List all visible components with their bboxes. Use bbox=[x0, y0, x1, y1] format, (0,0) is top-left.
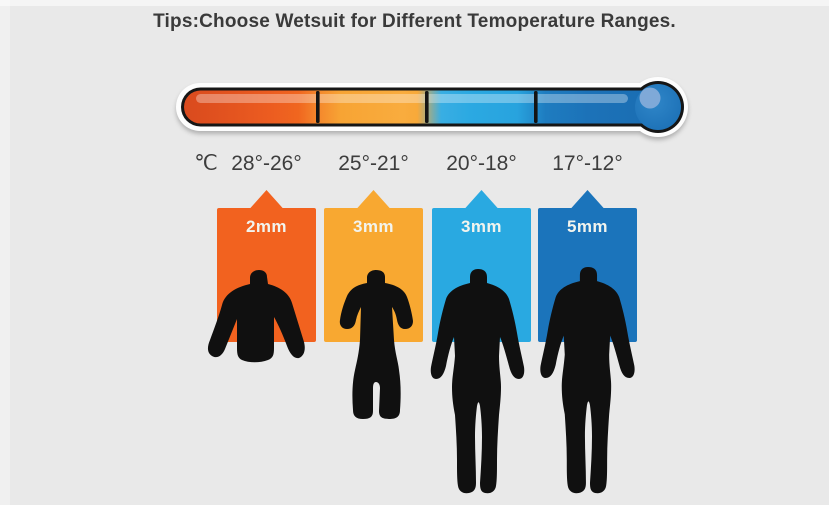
temp-range-label-3: 20°-18° bbox=[446, 152, 517, 175]
tube-highlight bbox=[196, 94, 628, 103]
wetsuit-silhouette-shorty bbox=[339, 270, 413, 419]
edge-highlight-left bbox=[0, 0, 10, 505]
thermometer-bulb bbox=[635, 84, 681, 130]
banner-arrow-icon bbox=[464, 190, 499, 209]
thermometer-tick bbox=[316, 91, 320, 123]
wetsuit-silhouette-full-suit-1 bbox=[430, 269, 525, 494]
page-title: Tips:Choose Wetsuit for Different Temope… bbox=[153, 11, 676, 32]
thickness-label: 2mm bbox=[246, 217, 287, 236]
edge-highlight-top bbox=[0, 0, 829, 6]
temperature-unit-label: ℃ bbox=[194, 152, 218, 175]
suit-shape bbox=[207, 270, 305, 363]
bulb-highlight bbox=[639, 87, 661, 109]
thickness-label: 3mm bbox=[461, 217, 502, 236]
temp-range-label-2: 25°-21° bbox=[338, 152, 409, 175]
suit-shape bbox=[430, 269, 525, 494]
wetsuit-silhouette-long-sleeve-top bbox=[207, 270, 305, 363]
thermometer-tick bbox=[534, 91, 538, 123]
temp-range-label-1: 28°-26° bbox=[231, 152, 302, 175]
banner-arrow-icon bbox=[356, 190, 391, 209]
thickness-label: 5mm bbox=[567, 217, 608, 236]
banner-arrow-icon bbox=[249, 190, 284, 209]
wetsuit-silhouette-full-suit-2 bbox=[540, 267, 635, 494]
thermometer-tick bbox=[425, 91, 429, 123]
thickness-label: 3mm bbox=[353, 217, 394, 236]
thermometer-tube bbox=[184, 90, 660, 124]
temp-range-label-4: 17°-12° bbox=[552, 152, 623, 175]
suit-shape bbox=[540, 267, 635, 494]
banner-arrow-icon bbox=[570, 190, 605, 209]
thermometer-graphic bbox=[176, 77, 688, 137]
suit-shape bbox=[339, 270, 413, 419]
